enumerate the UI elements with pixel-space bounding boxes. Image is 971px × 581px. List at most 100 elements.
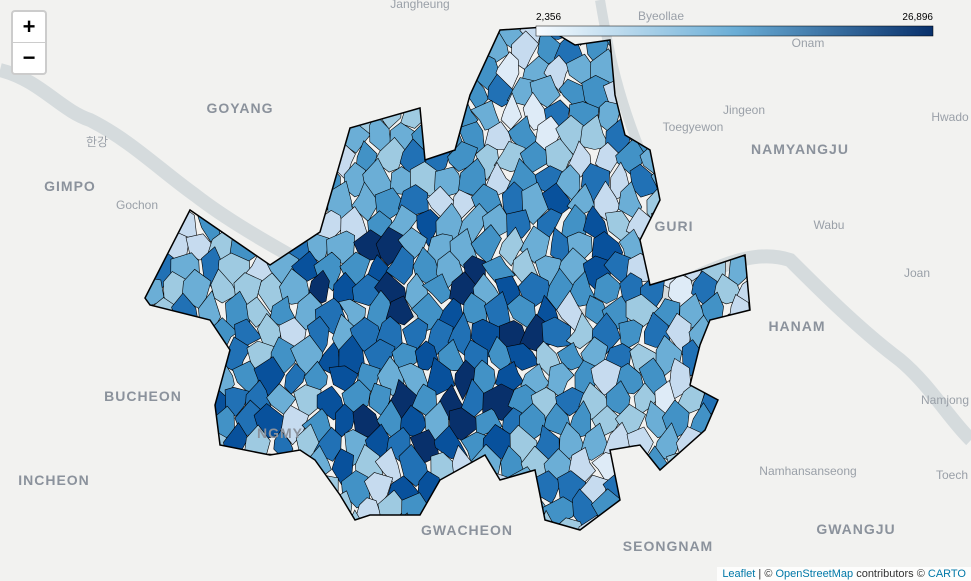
- district: [221, 465, 249, 510]
- leaflet-link[interactable]: Leaflet: [722, 568, 756, 580]
- district: [421, 51, 455, 89]
- district: [186, 489, 213, 530]
- district: [498, 487, 527, 524]
- district: [163, 55, 190, 91]
- district: [712, 185, 741, 218]
- district: [305, 93, 329, 130]
- district: [364, 472, 394, 509]
- attr-text: | ©: [755, 568, 776, 580]
- district: [266, 114, 298, 153]
- district: [470, 224, 502, 266]
- district: [233, 56, 264, 90]
- district: [166, 487, 191, 530]
- district: [304, 51, 331, 84]
- district: [194, 33, 227, 63]
- district: [447, 27, 476, 45]
- place-label: GWANGJU: [816, 521, 895, 537]
- legend-colorbar: [535, 25, 934, 37]
- district: [234, 183, 260, 223]
- district: [723, 472, 750, 512]
- district: [700, 341, 726, 377]
- district: [663, 493, 690, 530]
- place-label: Byeollae: [638, 9, 684, 23]
- district: [685, 443, 719, 483]
- district: [697, 167, 727, 198]
- district: [284, 185, 310, 218]
- district: [366, 77, 392, 109]
- district: [284, 493, 311, 530]
- place-label: Namjong: [921, 393, 969, 407]
- district: [436, 31, 468, 68]
- legend-max: 26,896: [902, 12, 933, 23]
- district: [233, 487, 264, 527]
- district: [388, 512, 414, 530]
- place-label: Jangheung: [390, 0, 449, 11]
- district: [206, 27, 236, 49]
- district: [709, 447, 739, 481]
- district: [210, 141, 239, 174]
- district: [150, 466, 176, 502]
- district: [618, 319, 644, 349]
- district: [711, 313, 743, 354]
- district: [145, 450, 164, 481]
- district: [345, 34, 371, 71]
- district: [703, 422, 725, 465]
- district: [291, 516, 324, 530]
- place-label: GURI: [655, 218, 694, 234]
- osm-link[interactable]: OpenStreetMap: [775, 568, 854, 580]
- district: [280, 27, 304, 41]
- district: [627, 467, 659, 506]
- carto-link[interactable]: CARTO: [927, 568, 966, 580]
- district: [151, 76, 175, 116]
- district: [430, 27, 454, 43]
- district: [352, 51, 377, 84]
- district: [278, 56, 312, 91]
- district: [702, 469, 732, 511]
- district: [150, 113, 179, 156]
- district: [736, 490, 750, 527]
- district: [145, 401, 167, 437]
- district: [194, 122, 226, 158]
- district: [495, 51, 520, 91]
- place-label: NGMY: [257, 425, 303, 441]
- district: [615, 448, 644, 488]
- district: [423, 97, 455, 134]
- district: [279, 137, 312, 182]
- district: [195, 430, 228, 463]
- place-label: Wabu: [814, 218, 845, 232]
- district: [739, 405, 750, 443]
- district: [745, 517, 750, 530]
- district: [687, 186, 718, 222]
- district: [145, 52, 164, 92]
- district: [697, 35, 728, 70]
- district: [722, 381, 750, 423]
- district: [458, 34, 489, 63]
- district: [749, 340, 750, 378]
- district: [694, 144, 717, 181]
- district: [326, 48, 353, 89]
- district: [303, 27, 336, 48]
- district: [145, 224, 165, 269]
- district: [148, 209, 178, 247]
- district: [385, 245, 415, 286]
- district: [674, 165, 704, 204]
- district: [316, 511, 347, 530]
- district: [338, 298, 366, 333]
- district: [209, 447, 233, 483]
- district: [375, 53, 408, 87]
- zoom-out[interactable]: −: [22, 45, 36, 70]
- district: [389, 73, 416, 115]
- district: [721, 164, 750, 200]
- district: [711, 357, 738, 397]
- district: [402, 52, 432, 93]
- district: [269, 32, 297, 68]
- district: [666, 452, 693, 487]
- district: [174, 465, 197, 506]
- district: [363, 33, 396, 71]
- district: [219, 113, 251, 150]
- district: [437, 73, 469, 115]
- zoom-in[interactable]: +: [13, 12, 45, 43]
- district: [292, 158, 317, 195]
- place-label: Namhansanseong: [759, 464, 856, 478]
